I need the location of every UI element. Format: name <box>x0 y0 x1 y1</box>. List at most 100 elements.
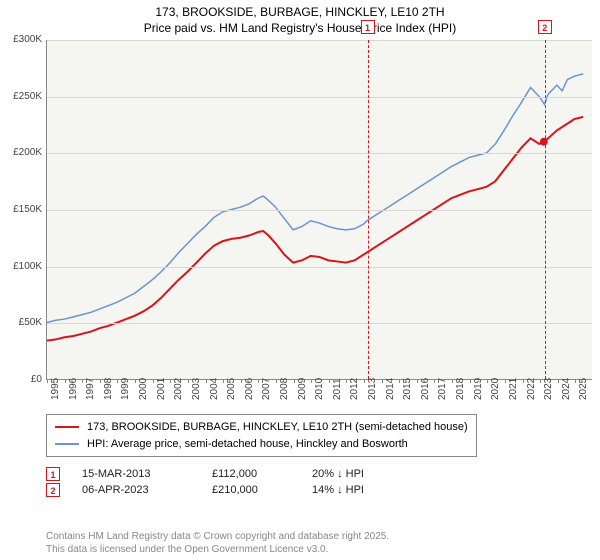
x-tick <box>100 379 101 383</box>
x-tick-label: 2018 <box>455 378 466 400</box>
x-tick-label: 2019 <box>473 378 484 400</box>
x-tick <box>399 379 400 383</box>
gridline-h <box>47 97 592 98</box>
x-tick <box>540 379 541 383</box>
x-tick <box>117 379 118 383</box>
x-tick-label: 2009 <box>297 378 308 400</box>
x-tick <box>170 379 171 383</box>
y-tick-label: £300K <box>6 34 42 45</box>
x-tick <box>505 379 506 383</box>
annotation-pct: 14% ↓ HPI <box>312 484 432 496</box>
x-tick <box>417 379 418 383</box>
x-tick <box>558 379 559 383</box>
event-vline <box>368 40 369 379</box>
annotation-marker: 2 <box>46 483 60 497</box>
series-hpi <box>47 74 583 323</box>
legend-box: 173, BROOKSIDE, BURBAGE, HINCKLEY, LE10 … <box>46 414 477 457</box>
x-tick <box>276 379 277 383</box>
legend-and-annotations: 173, BROOKSIDE, BURBAGE, HINCKLEY, LE10 … <box>46 414 594 499</box>
x-tick-label: 2024 <box>561 378 572 400</box>
x-tick <box>135 379 136 383</box>
annotation-pct: 20% ↓ HPI <box>312 468 432 480</box>
y-tick-label: £200K <box>6 147 42 158</box>
y-tick-label: £150K <box>6 204 42 215</box>
x-tick-label: 2007 <box>261 378 272 400</box>
x-tick-label: 1998 <box>103 378 114 400</box>
x-tick <box>487 379 488 383</box>
x-tick-label: 2012 <box>349 378 360 400</box>
x-tick-label: 2017 <box>437 378 448 400</box>
x-tick <box>206 379 207 383</box>
x-tick-label: 2020 <box>490 378 501 400</box>
annotation-date: 06-APR-2023 <box>82 484 212 496</box>
x-tick-label: 2004 <box>209 378 220 400</box>
annotation-price: £112,000 <box>212 468 312 480</box>
x-tick-label: 2005 <box>226 378 237 400</box>
x-tick-label: 2008 <box>279 378 290 400</box>
x-tick <box>153 379 154 383</box>
x-tick <box>470 379 471 383</box>
x-tick-label: 2010 <box>314 378 325 400</box>
x-tick <box>223 379 224 383</box>
x-tick <box>47 379 48 383</box>
footer-line-1: Contains HM Land Registry data © Crown c… <box>46 530 389 543</box>
annotation-date: 15-MAR-2013 <box>82 468 212 480</box>
plot-wrap: £0£50K£100K£150K£200K£250K£300K 19951996… <box>6 40 594 410</box>
footer-attribution: Contains HM Land Registry data © Crown c… <box>46 530 389 556</box>
x-tick-label: 2006 <box>244 378 255 400</box>
x-tick-label: 1999 <box>120 378 131 400</box>
x-tick-label: 1995 <box>50 378 61 400</box>
x-tick <box>311 379 312 383</box>
legend-row: HPI: Average price, semi-detached house,… <box>55 436 468 453</box>
gridline-h <box>47 267 592 268</box>
y-tick-label: £250K <box>6 91 42 102</box>
x-tick-label: 2003 <box>191 378 202 400</box>
x-tick-label: 2013 <box>367 378 378 400</box>
x-tick <box>258 379 259 383</box>
legend-label: HPI: Average price, semi-detached house,… <box>87 436 408 453</box>
event-marker: 2 <box>538 20 552 34</box>
x-tick <box>329 379 330 383</box>
x-tick <box>65 379 66 383</box>
annotation-table: 115-MAR-2013£112,00020% ↓ HPI 2 06-APR-202… <box>46 467 594 497</box>
gridline-h <box>47 153 592 154</box>
x-tick-label: 1997 <box>85 378 96 400</box>
x-tick-label: 1996 <box>68 378 79 400</box>
x-tick-label: 2002 <box>173 378 184 400</box>
title-line-2: Price paid vs. HM Land Registry's House … <box>0 20 600 36</box>
footer-line-2: This data is licensed under the Open Gov… <box>46 543 389 556</box>
x-tick <box>82 379 83 383</box>
gridline-h <box>47 40 592 41</box>
x-tick-label: 2022 <box>526 378 537 400</box>
legend-label: 173, BROOKSIDE, BURBAGE, HINCKLEY, LE10 … <box>87 419 468 436</box>
gridline-h <box>47 323 592 324</box>
x-tick-label: 2021 <box>508 378 519 400</box>
x-tick-label: 2001 <box>156 378 167 400</box>
x-tick-label: 2011 <box>332 378 343 400</box>
x-tick <box>382 379 383 383</box>
title-line-1: 173, BROOKSIDE, BURBAGE, HINCKLEY, LE10 … <box>0 4 600 20</box>
x-tick-label: 2015 <box>402 378 413 400</box>
annotation-row: 115-MAR-2013£112,00020% ↓ HPI <box>46 467 594 481</box>
y-tick-label: £0 <box>6 374 42 385</box>
x-tick-label: 2014 <box>385 378 396 400</box>
x-tick <box>346 379 347 383</box>
legend-row: 173, BROOKSIDE, BURBAGE, HINCKLEY, LE10 … <box>55 419 468 436</box>
x-tick <box>575 379 576 383</box>
chart-container: 173, BROOKSIDE, BURBAGE, HINCKLEY, LE10 … <box>0 0 600 560</box>
x-tick <box>188 379 189 383</box>
x-tick <box>241 379 242 383</box>
series-price_paid <box>47 117 583 341</box>
x-tick <box>364 379 365 383</box>
y-tick-label: £100K <box>6 261 42 272</box>
x-tick <box>294 379 295 383</box>
annotation-row: 206-APR-2023£210,00014% ↓ HPI <box>46 483 594 497</box>
x-tick <box>452 379 453 383</box>
y-tick-label: £50K <box>6 317 42 328</box>
event-marker: 1 <box>361 20 375 34</box>
x-tick-label: 2025 <box>578 378 589 400</box>
x-tick <box>523 379 524 383</box>
legend-swatch <box>55 443 79 445</box>
x-tick-label: 2000 <box>138 378 149 400</box>
event-vline <box>545 40 546 379</box>
